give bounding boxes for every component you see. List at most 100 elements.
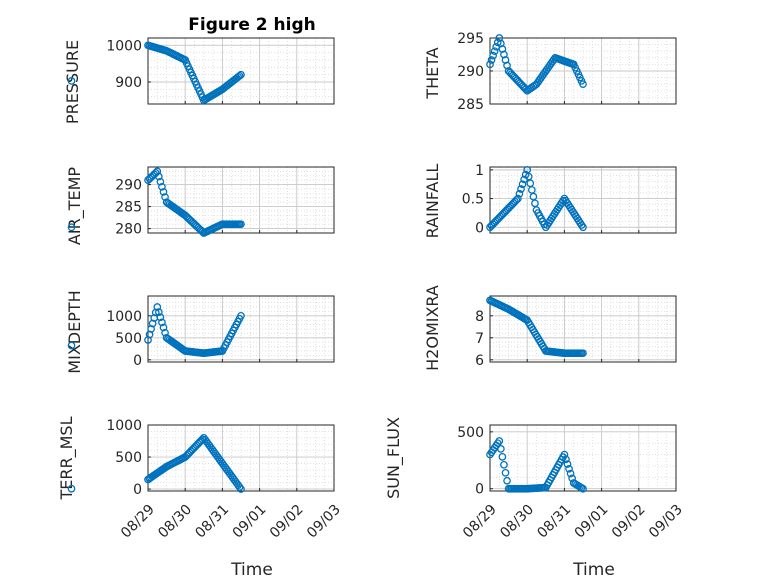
panel-terr_msl: 05001000TERR_MSL08/2908/3008/3109/0109/0… (57, 416, 344, 542)
figure-title: Figure 2 high (188, 15, 316, 35)
y-tick-label: 1000 (106, 309, 142, 325)
data-point (153, 167, 162, 176)
axes-frame (489, 166, 677, 234)
panel-air_temp: 280 285 290 AIR_TEMP (65, 166, 335, 245)
panel-pressure: 900 1000 PRESSURE (63, 37, 335, 124)
x-tick-label: 09/02 (267, 502, 307, 542)
x-tick-label: 08/31 (192, 502, 232, 542)
y-tick-label: 0 (133, 353, 142, 369)
y-tick-label: 295 (457, 31, 484, 47)
data-point (512, 196, 521, 204)
x-tick-label: 08/30 (497, 502, 537, 542)
data-point (237, 311, 245, 320)
data-point (161, 328, 169, 337)
data-point (67, 77, 76, 85)
y-tick-label: 0.5 (462, 192, 484, 208)
data-point (67, 341, 76, 350)
panel-rainfall: 0 0.5 1 RAINFALL (67, 163, 677, 239)
data-point (156, 313, 165, 322)
y-tick-label: 280 (115, 222, 142, 238)
y-tick-label: 1000 (106, 418, 142, 434)
data-point (498, 453, 507, 461)
data-point (579, 223, 587, 232)
y-tick-label: 0 (133, 482, 142, 498)
data-point (517, 185, 525, 193)
y-tick-label: 6 (475, 353, 484, 369)
data-point (155, 172, 163, 181)
panel-sun_flux: 0500SUN_FLUX08/2908/3008/3109/0109/0209/… (67, 417, 686, 542)
y-axis-label: H2OMIXRA (423, 285, 442, 371)
data-point (496, 445, 505, 453)
x-tick-label: 09/02 (609, 502, 649, 542)
x-tick-label: 08/31 (534, 502, 574, 542)
data-point (158, 182, 166, 191)
data-point (67, 223, 76, 232)
data-point (500, 460, 508, 469)
y-tick-label: 0 (475, 220, 484, 236)
y-axis-label: AIR_TEMP (65, 167, 85, 245)
data-point (159, 323, 168, 332)
data-point (158, 318, 166, 327)
x-tick-label: 08/29 (118, 502, 158, 542)
data-point (503, 476, 511, 485)
data-point (501, 468, 510, 477)
data-point (566, 469, 575, 478)
data-point (156, 177, 165, 186)
y-axis-label: MIXDEPTH (65, 290, 84, 373)
data-point (237, 485, 245, 493)
panel-mixdepth: 0 500 1000 MIXDEPTH (65, 290, 335, 374)
data-point (565, 464, 573, 473)
data-point (237, 220, 245, 229)
y-tick-label: 500 (115, 450, 142, 466)
y-tick-label: 285 (115, 200, 142, 216)
y-tick-label: 0 (475, 482, 484, 498)
y-axis-label: THETA (423, 47, 442, 99)
data-point (579, 349, 587, 358)
data-point (579, 484, 587, 493)
x-tick-label: 08/29 (460, 502, 500, 542)
data-point (518, 180, 527, 189)
data-point (159, 188, 168, 196)
y-tick-label: 290 (115, 178, 142, 194)
data-point (235, 71, 244, 80)
data-point (515, 189, 524, 198)
data-point (155, 308, 163, 316)
y-tick-label: 500 (457, 425, 484, 441)
axes-frame (489, 295, 677, 363)
y-axis-label: RAINFALL (423, 164, 442, 239)
panel-h2omixra: 6 7 8 H2OMIXRA (67, 285, 677, 371)
data-point (487, 56, 496, 64)
y-axis-label: TERR_MSL (57, 416, 77, 500)
y-axis-label: PRESSURE (63, 40, 82, 124)
y-tick-label: 285 (457, 97, 484, 113)
data-point (161, 193, 169, 201)
panel-theta: 285 290 295 THETA (67, 31, 677, 113)
data-point (153, 303, 162, 311)
y-tick-label: 1 (475, 163, 484, 179)
data-point (562, 455, 570, 464)
data-point (486, 60, 494, 69)
y-axis-label: SUN_FLUX (384, 417, 404, 499)
axes-frame (147, 424, 335, 492)
data-point (579, 80, 587, 89)
data-point (490, 47, 499, 56)
x-tick-label: 09/03 (646, 502, 686, 542)
data-point (568, 474, 577, 483)
y-tick-label: 7 (475, 331, 484, 347)
data-point (514, 194, 522, 203)
data-point (560, 450, 569, 459)
data-point (563, 460, 572, 468)
x-axis-label-right: Time (572, 560, 615, 580)
x-tick-label: 09/03 (304, 502, 344, 542)
data-point (235, 483, 244, 491)
x-tick-label: 08/30 (155, 502, 195, 542)
x-axis-label-left: Time (230, 560, 273, 580)
data-point (489, 51, 497, 60)
axes-frame (147, 37, 335, 105)
data-point (67, 484, 76, 493)
data-point (237, 70, 245, 79)
axes-frame (147, 166, 335, 234)
data-point (495, 437, 504, 445)
x-tick-label: 09/01 (572, 502, 612, 542)
